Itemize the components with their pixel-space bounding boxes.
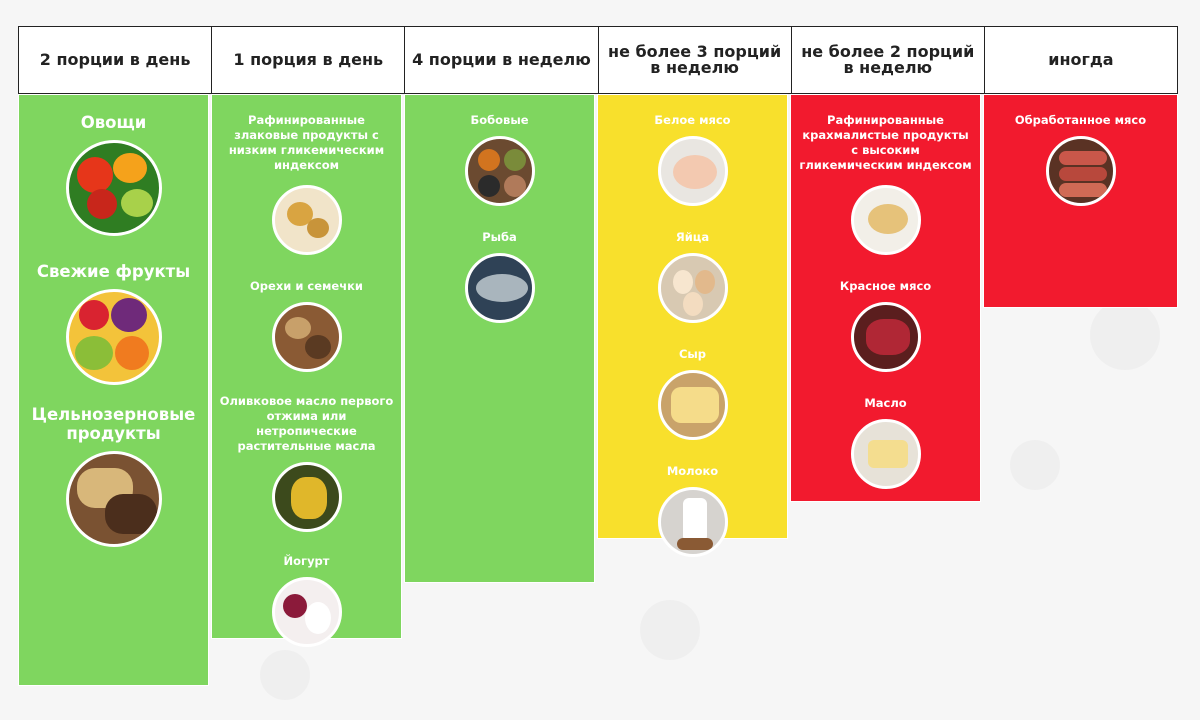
column-one-per-day: Рафинированные злаковые продукты с низки… (211, 94, 402, 647)
background-decoration (640, 600, 700, 660)
background-decoration (1090, 300, 1160, 370)
food-label-red-meat: Красное мясо (839, 279, 932, 293)
header-sometimes: иногда (1048, 50, 1114, 69)
header-max-three-per-week: не более 3 порций в неделю (599, 27, 792, 93)
food-label-butter: Масло (864, 396, 907, 410)
food-label-processed-meat: Обработанное мясо (1014, 113, 1147, 127)
food-label-yogurt: Йогурт (283, 554, 330, 568)
food-label-whole-grain: Цельнозерновые продукты (31, 405, 196, 443)
column-max-three-per-week: Белое мясо Яйца Сыр Молоко (597, 94, 788, 557)
food-label-eggs: Яйца (675, 230, 710, 244)
butter-icon (850, 419, 921, 489)
column-max-two-per-week: Рафинированные крахмалистые продукты с в… (790, 94, 981, 502)
pasta-icon (271, 185, 342, 255)
column-two-per-day: Овощи Свежие фрукты Цельнозерновые проду… (18, 94, 209, 686)
fish-icon (464, 253, 535, 323)
food-label-nuts-seeds: Орехи и семечки (250, 279, 363, 293)
food-label-refined-starch-high-gi: Рафинированные крахмалистые продукты с в… (799, 113, 972, 172)
red-meat-icon (850, 302, 921, 372)
background-decoration (1010, 440, 1060, 490)
header-four-per-week: 4 порции в неделю (405, 27, 599, 93)
food-label-milk: Молоко (666, 464, 719, 478)
header-max-two-per-week: не более 2 порций в неделю (792, 27, 985, 93)
header-one-per-day: 1 порция в день (212, 27, 406, 93)
frequency-header-row: 2 порции в день 1 порция в день 4 порции… (18, 26, 1178, 94)
chicken-icon (657, 136, 728, 206)
food-label-fish: Рыба (482, 230, 517, 244)
vegetables-icon (65, 140, 162, 236)
column-four-per-week: Бобовые Рыба (404, 94, 595, 583)
food-label-fresh-fruits: Свежие фрукты (36, 262, 191, 281)
food-label-white-meat: Белое мясо (654, 113, 731, 127)
food-label-vegetables: Овощи (80, 113, 147, 132)
food-label-olive-oil: Оливковое масло первого отжима или нетро… (219, 394, 394, 453)
background-decoration (260, 650, 310, 700)
legumes-icon (464, 136, 535, 206)
eggs-icon (657, 253, 728, 323)
whole-grain-bread-icon (65, 451, 162, 547)
yogurt-icon (271, 577, 342, 647)
olive-oil-icon (271, 462, 342, 532)
food-label-cheese: Сыр (678, 347, 707, 361)
food-label-legumes: Бобовые (470, 113, 529, 127)
cheese-icon (657, 370, 728, 440)
column-sometimes: Обработанное мясо (983, 94, 1178, 308)
nuts-seeds-icon (271, 302, 342, 372)
food-label-refined-grains-low-gi: Рафинированные злаковые продукты с низки… (228, 113, 385, 172)
sausages-icon (1045, 136, 1116, 206)
white-bread-icon (850, 185, 921, 255)
fruits-icon (65, 289, 162, 385)
milk-icon (657, 487, 728, 557)
header-two-per-day: 2 порции в день (19, 27, 213, 93)
